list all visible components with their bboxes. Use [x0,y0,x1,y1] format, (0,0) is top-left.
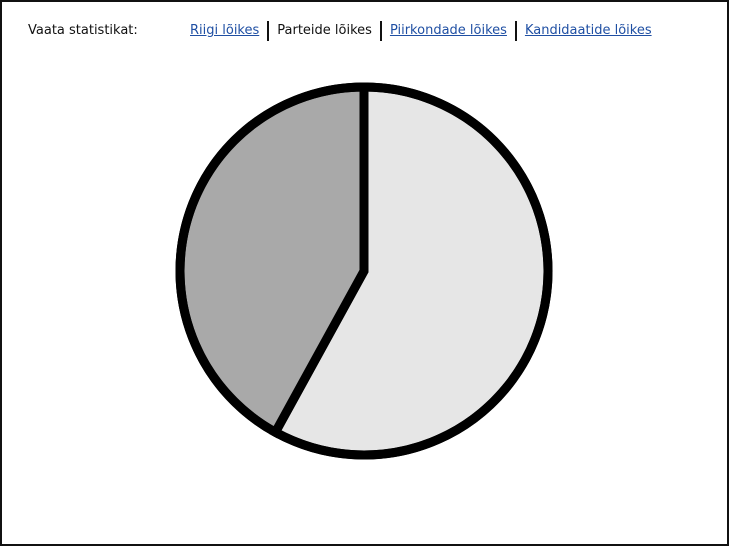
statistics-nav: Vaata statistikat: Riigi lõikes Parteide… [0,0,729,60]
nav-separator [379,21,382,41]
nav-link-candidates[interactable]: Kandidaatide lõikes [524,23,652,38]
nav-label: Vaata statistikat: [28,23,138,38]
nav-separator [514,21,517,41]
nav-link-parties[interactable]: Parteide lõikes [277,23,372,38]
nav-items: Riigi lõikes Parteide lõikes Piirkondade… [182,20,660,42]
pie-slices [175,82,553,460]
nav-link-country[interactable]: Riigi lõikes [190,23,260,38]
nav-separator [267,21,270,41]
nav-link-regions[interactable]: Piirkondade lõikes [389,23,507,38]
